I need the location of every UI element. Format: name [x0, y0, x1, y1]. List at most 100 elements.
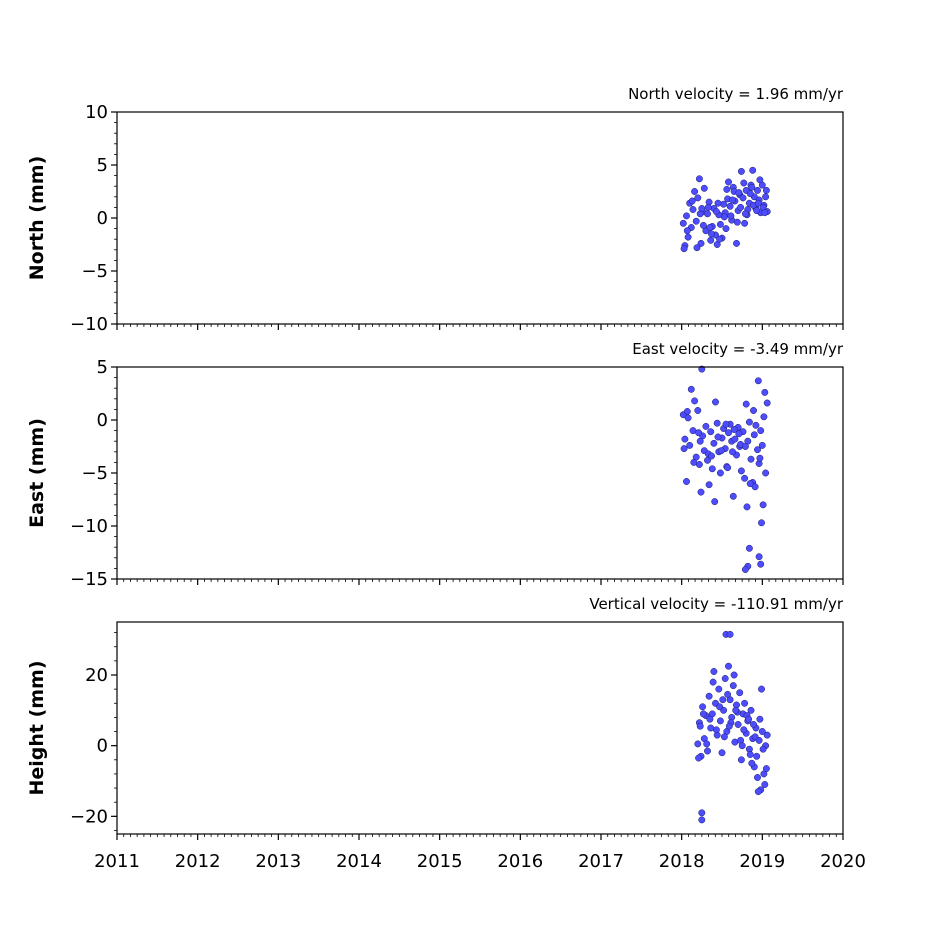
data-point: [699, 703, 707, 711]
data-point: [717, 447, 725, 455]
data-point: [689, 206, 697, 213]
height-y-axis-label: Height (mm): [26, 660, 48, 795]
data-point: [748, 759, 756, 767]
y-tick-label: 5: [97, 155, 108, 176]
y-tick-label: −5: [81, 463, 108, 484]
data-point: [695, 754, 703, 762]
data-point: [713, 419, 721, 427]
data-point: [706, 715, 714, 723]
data-point: [680, 245, 688, 253]
data-point: [740, 179, 748, 187]
north-y-axis-label: North (mm): [26, 156, 48, 281]
data-point: [747, 706, 755, 714]
east-axes: 5 0 −5 −10 −15: [70, 357, 844, 590]
data-point: [696, 437, 704, 445]
data-point: [695, 175, 703, 183]
data-point: [710, 668, 718, 675]
north-plot-frame: [116, 111, 844, 325]
data-point: [716, 469, 724, 477]
y-tick-label: −5: [81, 261, 108, 282]
data-point: [751, 733, 759, 741]
data-point: [737, 756, 745, 764]
data-point: [745, 544, 753, 552]
data-point: [756, 454, 764, 462]
data-point: [729, 448, 736, 456]
y-tick-label: −20: [70, 806, 108, 827]
data-point: [729, 682, 737, 690]
data-point: [747, 455, 755, 463]
data-point: [737, 167, 745, 175]
data-point: [704, 203, 712, 211]
data-point: [708, 465, 716, 473]
data-point: [705, 692, 713, 700]
x-tick-label: 2020: [820, 851, 866, 872]
data-point: [759, 501, 767, 509]
data-point: [709, 678, 717, 686]
data-point: [695, 429, 703, 437]
data-point: [758, 685, 765, 693]
x-tick-label: 2011: [94, 851, 140, 872]
data-point: [700, 184, 708, 192]
data-point: [696, 722, 704, 730]
data-point: [742, 400, 750, 408]
data-point: [699, 221, 707, 229]
north-points: [679, 166, 771, 253]
data-point: [706, 224, 714, 231]
data-point: [750, 431, 758, 439]
data-point: [750, 721, 757, 728]
data-point: [720, 200, 728, 208]
data-point: [683, 408, 691, 415]
data-point: [686, 441, 694, 449]
data-point: [739, 194, 747, 202]
data-point: [761, 781, 769, 788]
north-panel-title: North velocity = 1.96 mm/yr: [628, 85, 844, 103]
data-point: [729, 196, 736, 204]
data-point: [762, 765, 770, 773]
east-plot-frame: [116, 366, 844, 580]
east-points: [679, 365, 771, 573]
data-point: [714, 199, 722, 207]
data-point: [683, 212, 690, 220]
data-point: [720, 733, 728, 741]
data-point: [726, 202, 734, 210]
data-point: [697, 239, 705, 247]
data-point: [714, 433, 722, 441]
data-point: [698, 809, 706, 817]
data-point: [741, 443, 749, 450]
data-point: [727, 212, 735, 220]
north-axes: 10 5 0 −5 −10: [70, 102, 844, 335]
y-tick-label: 20: [85, 665, 108, 686]
data-point: [716, 717, 724, 725]
east-panel: East velocity = -3.49 mm/yr East (mm) 5 0…: [26, 340, 844, 590]
data-point: [720, 213, 728, 221]
data-point: [733, 239, 740, 247]
data-point: [710, 439, 718, 447]
data-point: [692, 217, 700, 225]
data-point: [707, 236, 715, 244]
data-point: [716, 235, 724, 243]
data-point: [754, 446, 761, 454]
data-point: [754, 199, 762, 207]
data-point: [690, 458, 698, 466]
data-point: [763, 731, 771, 739]
x-axis-tick-labels: 2011 2012 2013 2014 2015 2016 2017 2018 2019 2020: [94, 851, 866, 872]
data-point: [722, 420, 730, 428]
data-point: [679, 219, 687, 227]
data-point: [723, 185, 731, 193]
east-y-axis-label: East (mm): [26, 418, 48, 528]
data-point: [729, 492, 737, 500]
data-point: [758, 519, 765, 527]
data-point: [698, 205, 706, 212]
data-point: [699, 710, 707, 718]
north-panel: North velocity = 1.96 mm/yr North (mm) 1…: [26, 85, 844, 335]
data-point: [725, 662, 732, 670]
data-point: [759, 745, 767, 753]
data-point: [708, 452, 715, 460]
data-point: [726, 630, 734, 638]
data-point: [738, 742, 746, 750]
data-point: [735, 430, 743, 438]
data-point: [757, 427, 765, 435]
data-point: [718, 749, 726, 757]
data-point: [684, 414, 692, 422]
data-point: [746, 190, 754, 198]
